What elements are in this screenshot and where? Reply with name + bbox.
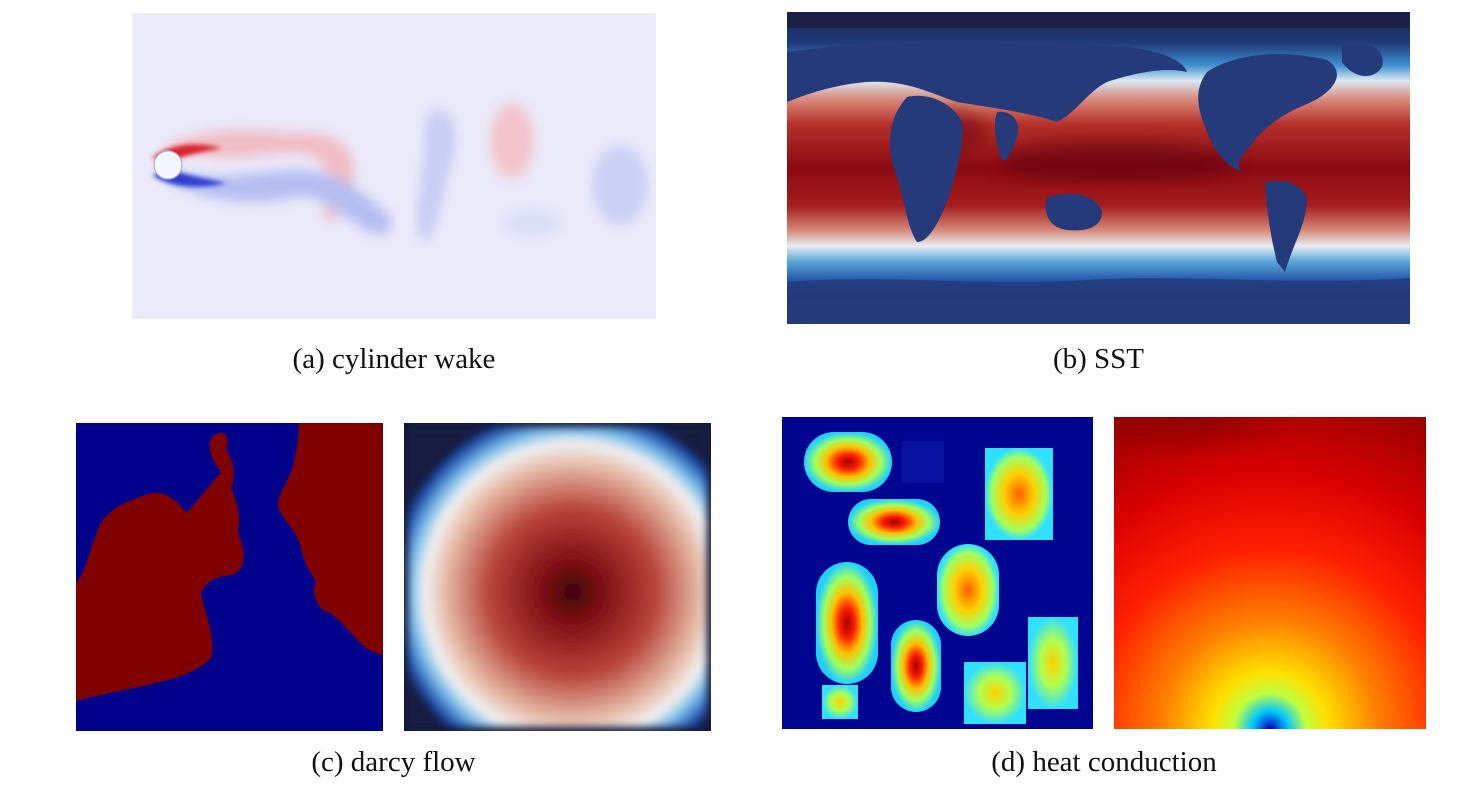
darcy-permeability-image <box>76 423 383 731</box>
cylinder-wake-image <box>132 13 656 319</box>
caption-heat-conduction: (d) heat conduction <box>991 746 1217 778</box>
caption-darcy-flow: (c) darcy flow <box>311 746 476 778</box>
heat-temperature-image <box>1114 417 1426 729</box>
caption-cylinder-wake: (a) cylinder wake <box>292 343 496 375</box>
darcy-pressure-image <box>404 423 711 731</box>
heat-layout-image <box>782 417 1093 729</box>
caption-sst: (b) SST <box>1052 343 1145 375</box>
sst-map-image <box>787 12 1410 324</box>
